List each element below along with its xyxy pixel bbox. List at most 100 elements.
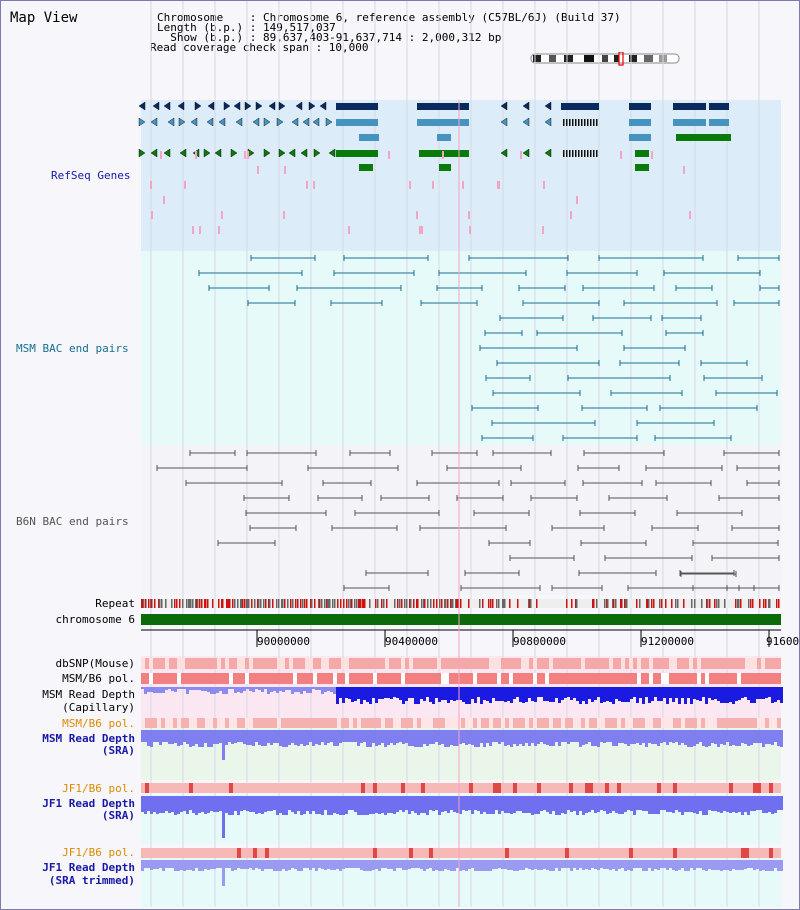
- jf1-pol2-heat-cell: [453, 848, 457, 858]
- small-transcript: [313, 181, 315, 189]
- jf1-pol-heat-cell: [381, 783, 385, 793]
- jf1-trim-depth-bar: [195, 860, 198, 868]
- jf1-pol2-heat-cell: [765, 848, 769, 858]
- jf1-trim-depth-bar: [633, 860, 636, 868]
- msm-sra-depth-bar: [336, 730, 339, 746]
- jf1-trim-depth-bar: [312, 860, 315, 868]
- dbsnp-heat-cell: [493, 658, 497, 669]
- jf1-sra-depth-bar: [441, 796, 444, 812]
- msm-pol2-heat-cell: [177, 718, 181, 728]
- capillary-depth-bar: [702, 687, 705, 697]
- msm-pol2-heat-cell: [297, 718, 301, 728]
- msm-pol-heat-cell: [721, 673, 725, 684]
- capillary-depth-bar: [144, 687, 147, 694]
- jf1-sra-depth-bar: [594, 796, 597, 813]
- dbsnp-heat-cell: [741, 658, 745, 669]
- msm-sra-depth-bar: [648, 730, 651, 743]
- dbsnp-heat-cell: [757, 658, 761, 669]
- jf1-sra-depth-bar: [735, 796, 738, 813]
- msm-sra-depth-bar: [156, 730, 159, 742]
- capillary-depth-bar: [198, 687, 201, 690]
- dbsnp-heat-cell: [769, 658, 773, 669]
- msm-sra-depth-bar: [738, 730, 741, 746]
- jf1-sra-depth-bar: [531, 796, 534, 815]
- repeat-segment: [683, 599, 685, 608]
- jf1-sra-depth-bar: [657, 796, 660, 814]
- repeat-segment: [176, 599, 178, 608]
- capillary-depth-bar: [501, 687, 504, 701]
- msm-sra-depth-bar: [303, 730, 306, 746]
- repeat-segment: [529, 599, 531, 608]
- msm-pol2-heat-cell: [477, 718, 481, 728]
- repeat-segment: [319, 599, 321, 608]
- dbsnp-heat-cell: [393, 658, 397, 669]
- dbsnp-heat-cell: [357, 658, 361, 669]
- msm-sra-depth-bar: [333, 730, 336, 746]
- jf1-trim-depth-bar: [609, 860, 612, 870]
- repeat-segment: [311, 599, 313, 608]
- capillary-depth-bar: [609, 687, 612, 702]
- jf1-trim-depth-bar: [549, 860, 552, 871]
- capillary-depth-bar: [624, 687, 627, 702]
- jf1-pol2-heat-cell: [169, 848, 173, 858]
- msm-pol2-heat-cell: [453, 718, 457, 728]
- msm-sra-depth-bar: [198, 730, 201, 747]
- dbsnp-heat-cell: [265, 658, 269, 669]
- msm-sra-depth-bar: [675, 730, 678, 742]
- jf1-pol2-heat-cell: [377, 848, 381, 858]
- position-axis: [141, 629, 781, 647]
- chromosome-ideogram[interactable]: [529, 52, 683, 66]
- jf1-trim-depth-bar: [393, 860, 396, 871]
- jf1-sra-depth-bar: [615, 796, 618, 813]
- repeat-segment: [433, 599, 435, 608]
- jf1-sra-depth-bar: [210, 796, 213, 811]
- msm-pol-heat-cell: [617, 673, 621, 684]
- refseq-track-label[interactable]: RefSeq Genes: [51, 169, 131, 182]
- jf1-trim-depth-bar: [489, 860, 492, 871]
- msm-pol2-heat-cell: [389, 718, 393, 728]
- dbsnp-heat-cell: [573, 658, 577, 669]
- repeat-segment: [399, 599, 401, 608]
- gene-strand-arrow: [177, 101, 185, 111]
- jf1-pol-heat-cell: [569, 783, 573, 793]
- capillary-depth-bar: [150, 687, 153, 692]
- dbsnp-heat-cell: [397, 658, 401, 669]
- repeat-segment: [159, 599, 161, 608]
- capillary-depth-bar: [699, 687, 702, 701]
- b6n-bac-track-label[interactable]: B6N BAC end pairs: [16, 515, 129, 528]
- jf1-trim-depth-bar: [465, 860, 468, 871]
- jf1-pol-heat-cell: [665, 783, 669, 793]
- msm-pol2-heat-cell: [777, 718, 781, 728]
- jf1-trim-depth-bar: [738, 860, 741, 870]
- repeat-segment: [421, 599, 423, 608]
- msm-pol-heat-cell: [241, 673, 245, 684]
- jf1-sra-depth-bar: [705, 796, 708, 815]
- jf1-pol-heat-cell: [401, 783, 405, 793]
- msm-bac-track-label[interactable]: MSM BAC end pairs: [16, 342, 129, 355]
- jf1-pol-heat-cell: [197, 783, 201, 793]
- jf1-pol-heat-cell: [145, 783, 149, 793]
- msm-pol2-heat-cell: [501, 718, 505, 728]
- jf1-sra-depth-bar: [504, 796, 507, 813]
- msm-sra-depth-bar: [699, 730, 702, 742]
- jf1-sra-depth-bar: [408, 796, 411, 814]
- capillary-depth-bar: [735, 687, 738, 701]
- jf1-pol2-heat-cell: [669, 848, 673, 858]
- jf1-trim-depth-bar: [477, 860, 480, 871]
- jf1-pol2-heat-cell: [149, 848, 153, 858]
- jf1-sra-depth-bar: [456, 796, 459, 813]
- jf1-pol2-heat-cell: [405, 848, 409, 858]
- capillary-depth-bar: [708, 687, 711, 698]
- dbsnp-heat-cell: [221, 658, 225, 669]
- repeat-segment: [350, 599, 352, 608]
- msm-pol-heat-cell: [257, 673, 261, 684]
- jf1-pol2-heat-cell: [181, 848, 185, 858]
- msm-pol2-heat-cell: [721, 718, 725, 728]
- jf1-pol-heat-cell: [557, 783, 561, 793]
- msm-pol2-heat-cell: [557, 718, 561, 728]
- msm-pol-heat-cell: [165, 673, 169, 684]
- msm-pol-heat-cell: [181, 673, 185, 684]
- msm-sra-depth-bar: [180, 730, 183, 745]
- capillary-depth-bar: [156, 687, 159, 693]
